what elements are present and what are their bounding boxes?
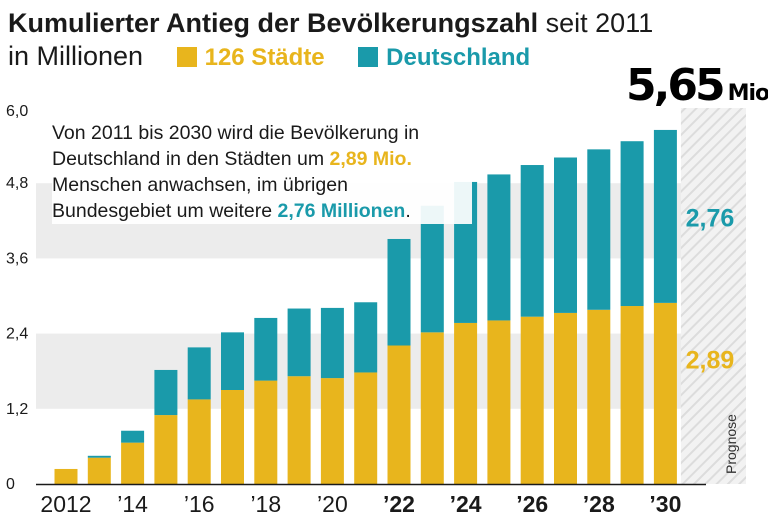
bar-staedte	[454, 322, 478, 484]
bar-staedte	[354, 372, 378, 484]
y-tick-label: 3,6	[6, 250, 28, 267]
bar-deutschland	[554, 157, 577, 313]
y-tick-label: 4,8	[6, 175, 28, 192]
bar-staedte	[653, 302, 677, 484]
bar-deutschland	[520, 165, 544, 317]
x-tick-label: ’28	[583, 491, 615, 517]
bar-staedte	[554, 312, 577, 484]
bars	[54, 129, 677, 484]
bar-staedte	[320, 378, 344, 484]
bar-deutschland	[287, 308, 311, 377]
x-tick-label: ’22	[383, 491, 415, 517]
bar-deutschland	[354, 302, 378, 373]
bar-staedte	[587, 309, 611, 484]
bar-staedte	[254, 380, 278, 484]
bar-deutschland	[121, 430, 145, 443]
end-label: 2,89	[686, 346, 735, 374]
bar-staedte	[520, 316, 544, 484]
note-highlight-staedte: 2,89 Mio.	[329, 148, 412, 170]
bar-deutschland	[420, 205, 444, 333]
chart-subtitle: in Millionen	[8, 41, 144, 71]
x-tick-label: ’24	[450, 491, 482, 517]
bar-deutschland	[320, 307, 344, 379]
subtitle-row: in Millionen 126 Städte Deutschland	[8, 40, 728, 74]
bar-staedte	[487, 320, 511, 484]
legend-swatch-deutschland	[358, 47, 379, 67]
axes: 0 1,2 2,4 3,6 4,8 6,0 2012 ’14 ’16 ’18 ’20 ’22 ’24 ’2…	[6, 103, 706, 517]
legend-label-staedte: 126 Städte	[204, 44, 325, 71]
y-tick-label: 1,2	[6, 401, 28, 418]
title-block: Kumulierter Antieg der Bevölkerungszahl …	[8, 6, 728, 74]
bar-deutschland	[620, 141, 644, 307]
x-tick-label: ’14	[117, 491, 148, 517]
legend-item-deutschland: Deutschland	[358, 42, 530, 74]
bar-deutschland	[254, 317, 278, 381]
bar-deutschland	[154, 369, 178, 416]
x-tick-label: ’30	[649, 491, 681, 517]
legend-swatch-staedte	[176, 47, 197, 67]
forecast-hatch	[680, 108, 746, 484]
bar-staedte	[221, 390, 244, 484]
legend-label-deutschland: Deutschland	[386, 44, 531, 71]
bar-staedte	[154, 415, 178, 484]
total-value: 5,65	[626, 60, 726, 111]
note-part-2: Menschen anwachsen, im übrigen Bundesgeb…	[52, 174, 348, 222]
x-tick-label: ’18	[250, 491, 281, 517]
forecast-zone	[680, 108, 746, 484]
x-tick-label: ’26	[516, 491, 548, 517]
note-part-3: .	[405, 200, 411, 222]
bar-deutschland	[653, 129, 677, 303]
end-label: 2,76	[686, 204, 735, 232]
bar-deutschland	[487, 174, 511, 321]
bar-staedte	[54, 468, 78, 484]
bar-deutschland	[187, 347, 211, 400]
bar-deutschland	[87, 455, 111, 458]
chart-title: Kumulierter Antieg der Bevölkerungszahl …	[8, 6, 728, 40]
chart-labels: 2,76 2,89 Prognose	[686, 204, 739, 474]
bar-staedte	[620, 306, 644, 484]
bar-staedte	[87, 457, 111, 484]
bar-deutschland	[387, 238, 411, 346]
annotation-text: Von 2011 bis 2030 wird die Bevölkerung i…	[52, 120, 472, 224]
bar-deutschland	[221, 332, 244, 390]
bar-staedte	[420, 332, 444, 484]
bar-staedte	[187, 399, 211, 484]
x-tick-label: 2012	[40, 491, 91, 517]
title-light: seit 2011	[545, 8, 654, 38]
bar-deutschland	[587, 149, 611, 310]
bar-staedte	[121, 442, 145, 484]
legend-item-staedte: 126 Städte	[176, 42, 325, 74]
bar-staedte	[287, 376, 311, 484]
bar-staedte	[387, 345, 411, 484]
note-part-1: Von 2011 bis 2030 wird die Bevölkerung i…	[52, 122, 420, 170]
total-unit: Mio.	[727, 81, 768, 106]
forecast-label: Prognose	[723, 414, 739, 474]
y-tick-label: 2,4	[6, 326, 28, 343]
x-tick-label: ’16	[184, 491, 215, 517]
title-bold: Kumulierter Antieg der Bevölkerungszahl	[8, 8, 539, 38]
x-tick-label: ’20	[317, 491, 348, 517]
note-highlight-deutschland: 2,76 Millionen	[277, 200, 406, 222]
y-tick-label: 0	[6, 476, 15, 493]
y-tick-label: 6,0	[6, 103, 28, 120]
